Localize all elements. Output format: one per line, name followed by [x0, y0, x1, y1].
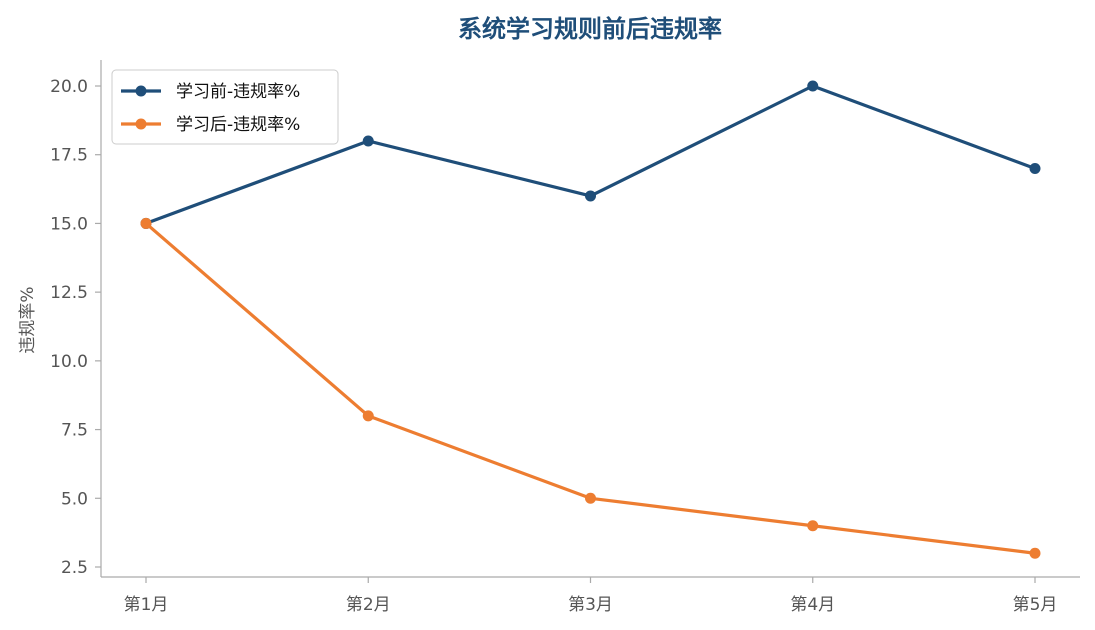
data-point-series-1: [585, 190, 596, 202]
y-tick-label: 20.0: [50, 77, 88, 97]
x-tick-label: 第3月: [568, 595, 613, 615]
x-tick-label: 第1月: [124, 595, 169, 615]
data-point-series-2: [585, 492, 596, 504]
y-tick-label: 10.0: [50, 352, 88, 372]
y-tick-label: 17.5: [50, 146, 88, 166]
y-tick-label: 15.0: [50, 214, 88, 234]
data-point-series-1: [1029, 162, 1041, 174]
y-tick-label: 5.0: [61, 489, 88, 509]
y-tick-label: 7.5: [61, 421, 88, 441]
legend-label-1: 学习前-违规率%: [176, 82, 300, 102]
data-point-series-2: [807, 520, 819, 532]
data-point-series-1: [362, 135, 374, 147]
data-point-series-2: [362, 410, 374, 422]
series-group: [140, 80, 1041, 559]
legend: 学习前-违规率% 学习后-违规率%: [111, 69, 339, 145]
legend-label-2: 学习后-违规率%: [176, 115, 300, 135]
chart-title: 系统学习规则前后违规率: [458, 15, 722, 43]
data-point-series-1: [807, 80, 819, 92]
x-tick-label: 第4月: [790, 595, 835, 615]
y-ticks: 2.5 5.0 7.5 10.0 12.5 15.0 17.5 20.0: [50, 77, 101, 578]
legend-marker-2: [135, 118, 147, 130]
data-point-series-2: [140, 217, 152, 229]
y-axis-title: 违规率%: [18, 286, 38, 353]
x-tick-label: 第5月: [1013, 595, 1058, 615]
data-point-series-2: [1029, 547, 1041, 559]
legend-box: [111, 69, 339, 145]
x-ticks: 第1月 第2月 第3月 第4月 第5月: [124, 577, 1058, 615]
x-tick-label: 第2月: [346, 595, 391, 615]
y-tick-label: 2.5: [61, 558, 88, 578]
legend-marker-1: [135, 85, 147, 97]
y-tick-label: 12.5: [50, 283, 88, 303]
